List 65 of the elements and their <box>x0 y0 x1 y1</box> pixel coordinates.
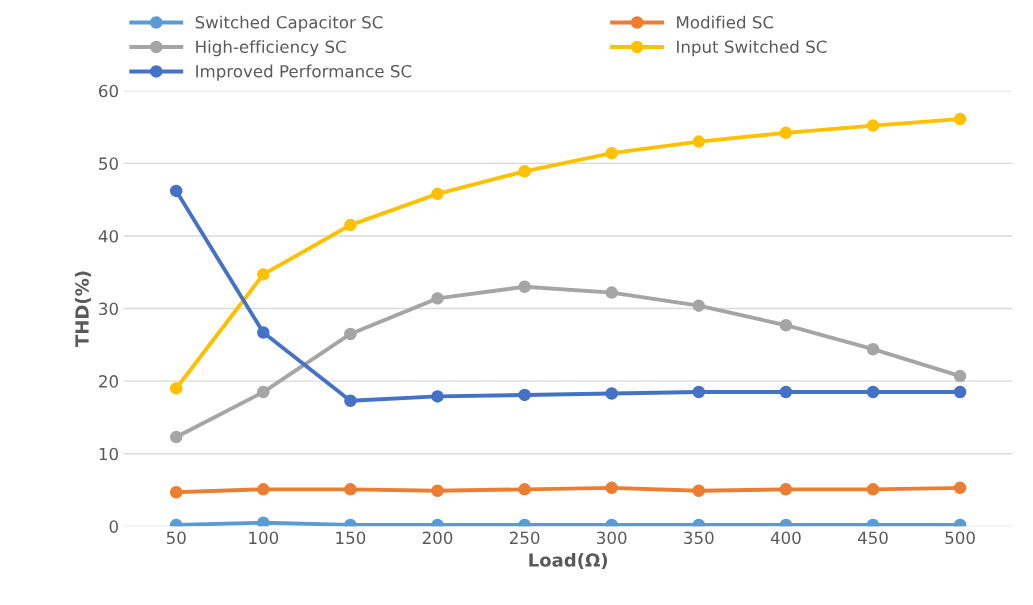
legend-label: High-efficiency SC <box>196 40 346 57</box>
point <box>431 484 444 498</box>
point <box>431 390 444 403</box>
point <box>257 385 270 399</box>
point <box>779 483 793 496</box>
point <box>779 385 793 399</box>
x-tick-label: 200 <box>422 531 453 545</box>
point <box>692 385 706 399</box>
point <box>344 327 357 341</box>
point <box>605 481 618 495</box>
x-tick-label: 150 <box>336 531 366 545</box>
point <box>169 430 183 444</box>
y-tick-label: 10 <box>99 447 118 461</box>
x-tick-label: 300 <box>597 531 627 545</box>
point <box>344 218 357 232</box>
point <box>953 481 967 495</box>
y-axis-title: THD(%) <box>74 271 91 347</box>
point <box>866 385 880 399</box>
point <box>692 135 706 148</box>
point <box>518 483 531 496</box>
y-tick-label: 20 <box>99 375 118 388</box>
point <box>779 318 793 332</box>
legend-label: Input Switched SC <box>677 40 827 57</box>
point <box>518 388 531 402</box>
legend-label: Switched Capacitor SC <box>195 15 383 32</box>
x-tick-label: 450 <box>857 531 888 545</box>
point <box>257 516 270 527</box>
x-tick-label: 500 <box>945 531 975 545</box>
x-tick-label: 100 <box>249 531 279 545</box>
point <box>431 292 444 305</box>
point <box>518 280 531 294</box>
x-tick-label: 400 <box>770 531 801 545</box>
point <box>257 483 270 496</box>
point <box>169 382 183 395</box>
point <box>605 286 618 299</box>
point <box>692 484 706 498</box>
point <box>344 483 357 496</box>
point <box>866 483 880 496</box>
y-tick-label: 50 <box>99 157 118 170</box>
x-tick-label: 50 <box>166 531 186 545</box>
y-tick-label: 30 <box>99 302 118 316</box>
y-tick-label: 40 <box>98 229 118 243</box>
point <box>344 394 357 408</box>
point <box>518 165 531 178</box>
legend-label: Modified SC <box>677 15 774 29</box>
x-axis-title: Load(Ω) <box>529 552 608 569</box>
point <box>953 369 967 383</box>
point <box>866 342 880 356</box>
x-tick-label: 350 <box>684 531 714 545</box>
point <box>257 326 270 339</box>
y-tick-label: 60 <box>99 84 118 98</box>
point <box>779 126 793 140</box>
point <box>953 112 967 126</box>
point <box>257 268 270 281</box>
point <box>431 187 444 201</box>
x-tick-label: 250 <box>509 531 540 545</box>
legend-label: Improved Performance SC <box>196 64 412 81</box>
point <box>169 184 183 198</box>
point <box>169 485 183 499</box>
y-tick-label: 0 <box>109 520 118 533</box>
point <box>605 387 618 400</box>
point <box>866 119 880 132</box>
point <box>692 299 706 312</box>
point <box>605 146 618 160</box>
point <box>953 385 967 399</box>
